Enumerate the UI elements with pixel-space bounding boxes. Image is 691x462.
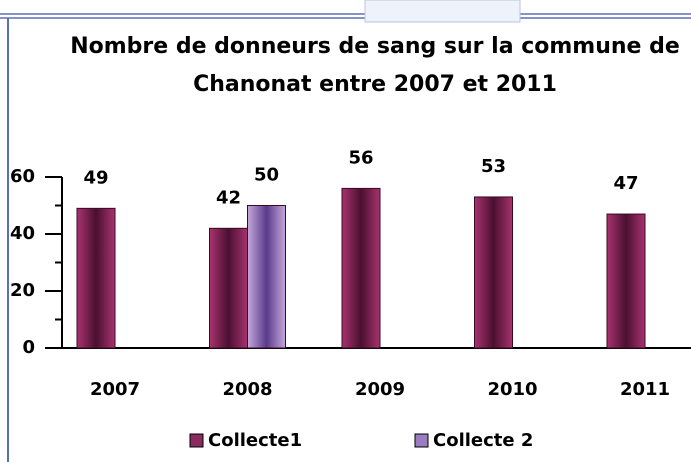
legend-label: Collecte1 [208,430,302,451]
legend-label: Collecte 2 [433,430,533,451]
chart-title: Nombre de donneurs de sang sur la commun… [70,34,680,97]
x-tick-label: 2008 [222,379,272,400]
data-label: 53 [481,156,506,177]
x-tick-label: 2007 [90,379,140,400]
x-tick-label: 2011 [620,379,670,400]
bar [76,207,116,349]
bar [209,227,248,349]
bar [474,196,513,349]
y-tick-label: 0 [22,337,35,358]
bar [247,205,286,349]
y-tick-label: 40 [10,223,35,244]
y-tick-label: 60 [10,166,35,187]
x-tick-label: 2010 [487,379,537,400]
data-label: 42 [216,187,241,208]
y-tick-label: 20 [10,280,35,301]
data-label: 56 [348,147,373,168]
data-label: 49 [83,167,108,188]
bar [341,187,381,349]
legend-swatch [189,433,204,448]
data-label: 50 [254,165,279,186]
x-tick-label: 2009 [355,379,405,400]
legend-swatch [414,433,429,448]
header-decoration [364,0,521,23]
bar [606,213,646,349]
data-label: 47 [613,173,638,194]
